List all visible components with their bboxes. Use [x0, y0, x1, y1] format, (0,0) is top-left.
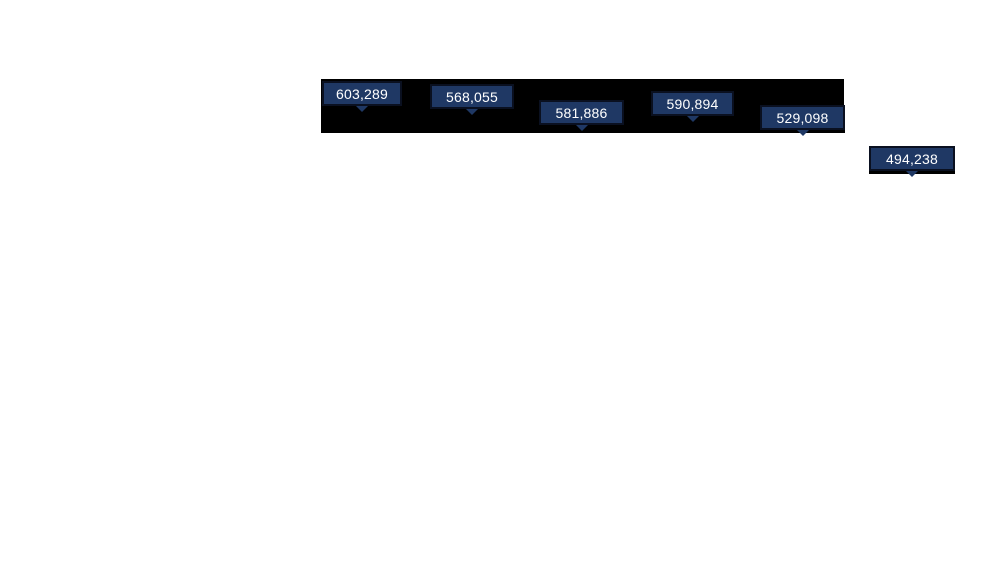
- data-label-callout: 529,098: [760, 105, 845, 136]
- data-label-callout: 581,886: [539, 100, 624, 131]
- callout-pointer-icon: [686, 116, 699, 122]
- data-label-text: 590,894: [666, 95, 719, 112]
- data-label-text: 581,886: [555, 104, 608, 121]
- data-label-callout: 494,238: [869, 146, 955, 177]
- data-label-callout: 568,055: [430, 84, 514, 115]
- callout-pointer-icon: [356, 106, 368, 112]
- callout-pointer-icon: [796, 130, 809, 136]
- data-label-callout: 590,894: [651, 91, 734, 122]
- data-label-text: 529,098: [776, 109, 829, 126]
- data-label-text: 568,055: [445, 88, 498, 105]
- data-label-text: 603,289: [335, 85, 388, 102]
- callout-pointer-icon: [466, 109, 478, 115]
- data-label-callout: 603,289: [322, 81, 402, 112]
- data-label-text: 494,238: [885, 150, 938, 167]
- callout-pointer-icon: [575, 125, 588, 131]
- callout-pointer-icon: [906, 171, 918, 177]
